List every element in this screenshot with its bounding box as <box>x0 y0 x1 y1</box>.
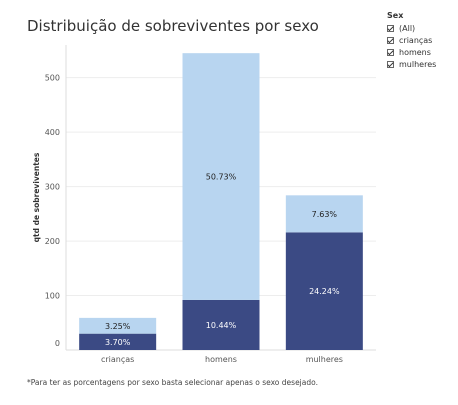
y-tick-label: 200 <box>45 237 60 246</box>
y-tick-label: 100 <box>45 292 60 301</box>
filter-item-all[interactable]: (All) <box>387 22 436 34</box>
data-label: 50.73% <box>206 173 237 182</box>
data-label: 3.25% <box>105 322 131 331</box>
x-tick-label: crianças <box>101 355 134 364</box>
footnote: *Para ter as porcentagens por sexo basta… <box>27 378 318 387</box>
data-label: 10.44% <box>206 321 237 330</box>
x-tick-label: homens <box>205 355 237 364</box>
y-tick-label: 500 <box>45 74 60 83</box>
y-tick-label: 300 <box>45 183 60 192</box>
checkbox-checked-icon[interactable] <box>387 60 394 68</box>
chart-title: Distribuição de sobreviventes por sexo <box>27 17 319 35</box>
x-tick-label: mulheres <box>306 355 343 364</box>
filter-label: crianças <box>399 35 433 45</box>
bar-segment <box>182 299 260 350</box>
y-axis-title: qtd de sobreviventes <box>32 152 41 242</box>
bar-segment <box>285 195 363 233</box>
filter-label: homens <box>399 47 431 57</box>
bar-segment <box>285 232 363 350</box>
filter-label: mulheres <box>399 59 437 69</box>
data-label: 3.70% <box>105 338 131 347</box>
checkbox-checked-icon[interactable] <box>387 48 394 56</box>
y-tick-label: 0 <box>55 339 60 348</box>
filter-item-homens[interactable]: homens <box>387 46 436 58</box>
filter-item-criancas[interactable]: crianças <box>387 34 436 46</box>
sex-filter-legend: Sex (All) crianças homens mulheres <box>387 11 436 70</box>
bar-segment <box>182 53 260 300</box>
filter-item-mulheres[interactable]: mulheres <box>387 58 436 70</box>
legend-header: Sex <box>387 11 404 20</box>
bar-segment <box>79 333 157 350</box>
bar-segment <box>79 317 157 334</box>
data-label: 7.63% <box>312 210 338 219</box>
filter-label: (All) <box>399 23 416 33</box>
checkbox-checked-icon[interactable] <box>387 36 394 44</box>
checkbox-checked-icon[interactable] <box>387 24 394 32</box>
y-tick-label: 400 <box>45 128 60 137</box>
data-label: 24.24% <box>309 287 340 296</box>
